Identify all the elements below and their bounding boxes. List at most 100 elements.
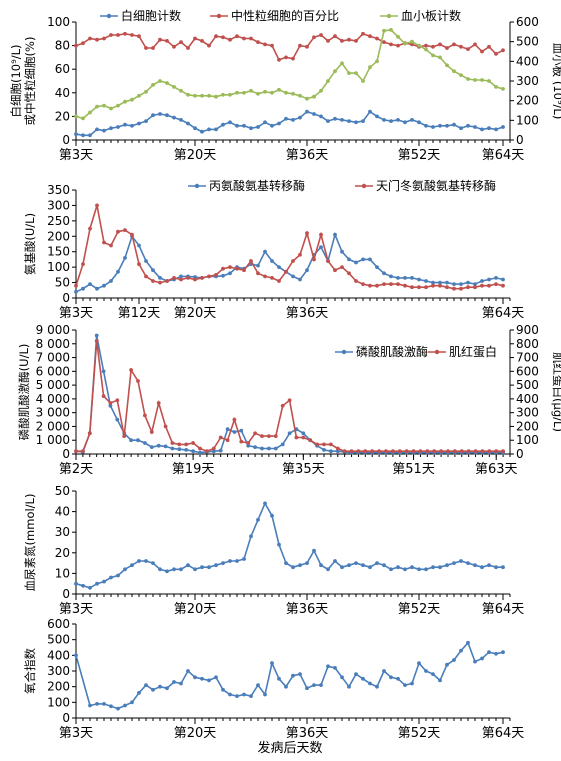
data-point [389, 567, 393, 572]
data-point [200, 565, 204, 570]
data-point [284, 90, 288, 95]
y-tick-label-right: 800 [516, 337, 539, 351]
data-point [116, 269, 120, 274]
data-point [115, 417, 120, 422]
data-point [170, 441, 175, 445]
data-point [312, 257, 316, 262]
data-point [158, 79, 162, 83]
data-point [315, 442, 319, 447]
data-point [305, 96, 309, 101]
data-point [263, 501, 267, 506]
y-tick-label-right: 100 [516, 433, 539, 447]
data-point [301, 431, 306, 436]
data-point [294, 435, 299, 440]
data-point [225, 438, 230, 443]
data-point [101, 394, 106, 398]
data-point [452, 42, 456, 47]
data-point [361, 282, 365, 286]
data-point [361, 119, 365, 123]
data-point [431, 125, 435, 129]
data-point [459, 44, 463, 49]
data-point [186, 121, 190, 126]
data-point [322, 442, 326, 447]
data-point [494, 651, 498, 656]
data-point [235, 559, 239, 563]
data-point [130, 123, 134, 128]
data-point [151, 279, 155, 283]
data-point [375, 59, 379, 64]
data-point [221, 273, 225, 278]
data-point [480, 449, 485, 454]
data-point [172, 115, 176, 120]
data-point [501, 283, 505, 288]
data-point [487, 277, 491, 282]
data-point [382, 669, 386, 673]
data-point [260, 446, 264, 451]
data-point [246, 441, 251, 445]
data-point [298, 252, 302, 257]
data-point [235, 123, 239, 128]
data-point [445, 285, 449, 290]
data-point [494, 282, 498, 286]
data-point [137, 691, 141, 695]
data-point [466, 77, 470, 81]
data-point [287, 431, 292, 436]
y-axis-label: 氨基酸(U/L) [23, 213, 37, 275]
y-tick-label: 1 000 [36, 433, 70, 447]
data-point [94, 333, 99, 338]
data-point [249, 259, 253, 263]
data-point [480, 283, 484, 288]
data-point [368, 109, 372, 114]
data-point [396, 43, 400, 48]
data-point [356, 449, 361, 454]
data-point [130, 563, 134, 568]
data-point [235, 694, 239, 698]
data-point [347, 119, 351, 123]
data-point [74, 653, 78, 658]
data-point [347, 271, 351, 276]
data-point [487, 44, 491, 49]
data-point [291, 673, 295, 678]
data-point [256, 271, 260, 276]
data-point [501, 87, 505, 91]
data-point [480, 127, 484, 132]
data-point [354, 120, 358, 125]
data-point [130, 97, 134, 102]
data-point [179, 681, 183, 686]
data-point [95, 581, 99, 586]
y-tick-label: 100 [47, 260, 70, 274]
data-point [277, 57, 281, 62]
data-point [446, 449, 450, 454]
data-point [273, 446, 278, 451]
data-point [305, 561, 309, 565]
data-point [207, 678, 211, 683]
legend-marker [361, 183, 367, 189]
data-point [403, 567, 407, 572]
data-point [363, 449, 368, 454]
data-point [382, 282, 386, 286]
data-point [438, 283, 442, 288]
data-point [256, 40, 260, 44]
data-point [137, 121, 141, 126]
data-point [308, 438, 313, 443]
data-point [347, 71, 351, 75]
panel-blood-counts: 0 20 40 60 80 100 0 100 200 300 400 500 600 第3天 第20天 第3… [9, 8, 561, 163]
y-tick-label-right: 400 [516, 54, 539, 68]
data-point [473, 78, 477, 82]
y-tick-label: 100 [47, 15, 70, 29]
data-point [439, 449, 443, 454]
data-point [403, 276, 407, 280]
data-point [404, 449, 409, 454]
data-point [494, 276, 498, 280]
data-point [445, 63, 449, 68]
data-point [207, 127, 211, 132]
data-point [326, 567, 330, 572]
data-point [410, 39, 414, 44]
data-point [144, 89, 148, 94]
data-point [144, 274, 148, 279]
x-tick-label: 第52天 [398, 602, 441, 617]
data-point [396, 118, 400, 122]
data-point [291, 56, 295, 61]
data-point [424, 43, 428, 48]
